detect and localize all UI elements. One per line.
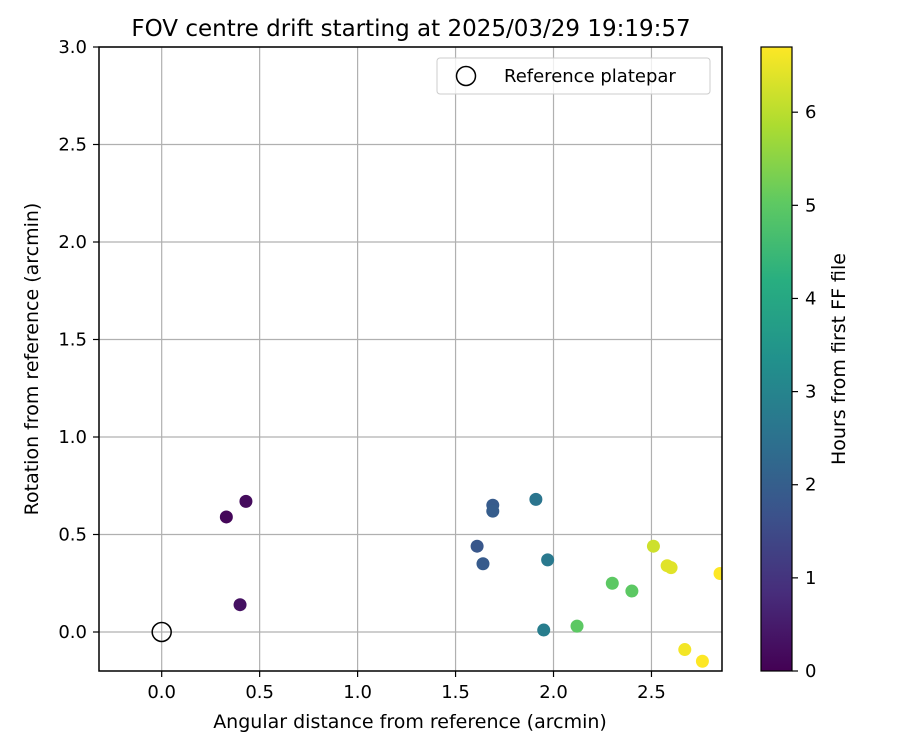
y-tick-label: 0.5 — [58, 525, 87, 546]
colorbar-tick-label: 1 — [805, 568, 816, 589]
data-point — [233, 598, 247, 612]
x-axis-ticks: 0.0 0.5 1.0 1.5 2.0 2.5 — [147, 671, 666, 703]
x-tick-label: 2.5 — [637, 682, 666, 703]
colorbar-tick-label: 2 — [805, 475, 816, 496]
data-point — [476, 557, 490, 571]
colorbar-tick-label: 4 — [805, 288, 816, 309]
grid — [99, 46, 722, 671]
data-point — [470, 539, 484, 553]
legend: Reference platepar — [436, 57, 711, 95]
data-point — [695, 654, 709, 668]
data-points — [219, 492, 722, 668]
data-point — [541, 553, 555, 567]
y-tick-label: 1.5 — [58, 330, 87, 351]
data-point — [646, 539, 660, 553]
colorbar-ticks: 0 1 2 3 4 5 6 — [792, 102, 816, 682]
reference-platepar-marker — [151, 621, 172, 643]
data-point — [678, 643, 692, 657]
y-tick-label: 0.0 — [58, 622, 87, 643]
data-point — [713, 567, 722, 580]
y-tick-label: 2.5 — [58, 135, 87, 156]
colorbar-tick-label: 5 — [805, 195, 816, 216]
data-point — [537, 623, 551, 637]
x-axis-label: Angular distance from reference (arcmin) — [213, 711, 607, 733]
data-point — [570, 619, 584, 633]
x-tick-label: 0.0 — [147, 682, 176, 703]
legend-reference-marker — [455, 65, 477, 87]
data-point — [605, 576, 619, 590]
data-point — [664, 561, 678, 575]
x-tick-label: 0.5 — [245, 682, 274, 703]
plot-frame — [98, 46, 723, 672]
data-point — [625, 584, 639, 598]
data-point — [239, 494, 253, 508]
x-tick-label: 1.0 — [343, 682, 372, 703]
x-tick-label: 2.0 — [539, 682, 568, 703]
colorbar-tick-label: 3 — [805, 382, 816, 403]
y-axis-label: Rotation from reference (arcmin) — [21, 203, 43, 516]
data-point — [219, 510, 233, 524]
colorbar — [760, 46, 793, 672]
colorbar-label: Hours from first FF file — [828, 253, 850, 465]
reference-marker-layer — [151, 621, 172, 643]
y-tick-label: 1.0 — [58, 427, 87, 448]
y-tick-label: 2.0 — [58, 232, 87, 253]
colorbar-tick-label: 0 — [805, 661, 816, 682]
legend-box — [436, 57, 711, 95]
data-point — [529, 492, 543, 506]
x-tick-label: 1.5 — [441, 682, 470, 703]
y-tick-label: 3.0 — [58, 37, 87, 58]
chart-title: FOV centre drift starting at 2025/03/29 … — [131, 16, 690, 42]
y-axis-ticks: 0.0 0.5 1.0 1.5 2.0 2.5 3.0 — [58, 37, 99, 643]
data-point — [486, 504, 500, 518]
legend-label: Reference platepar — [504, 66, 676, 87]
colorbar-tick-label: 6 — [805, 102, 816, 123]
